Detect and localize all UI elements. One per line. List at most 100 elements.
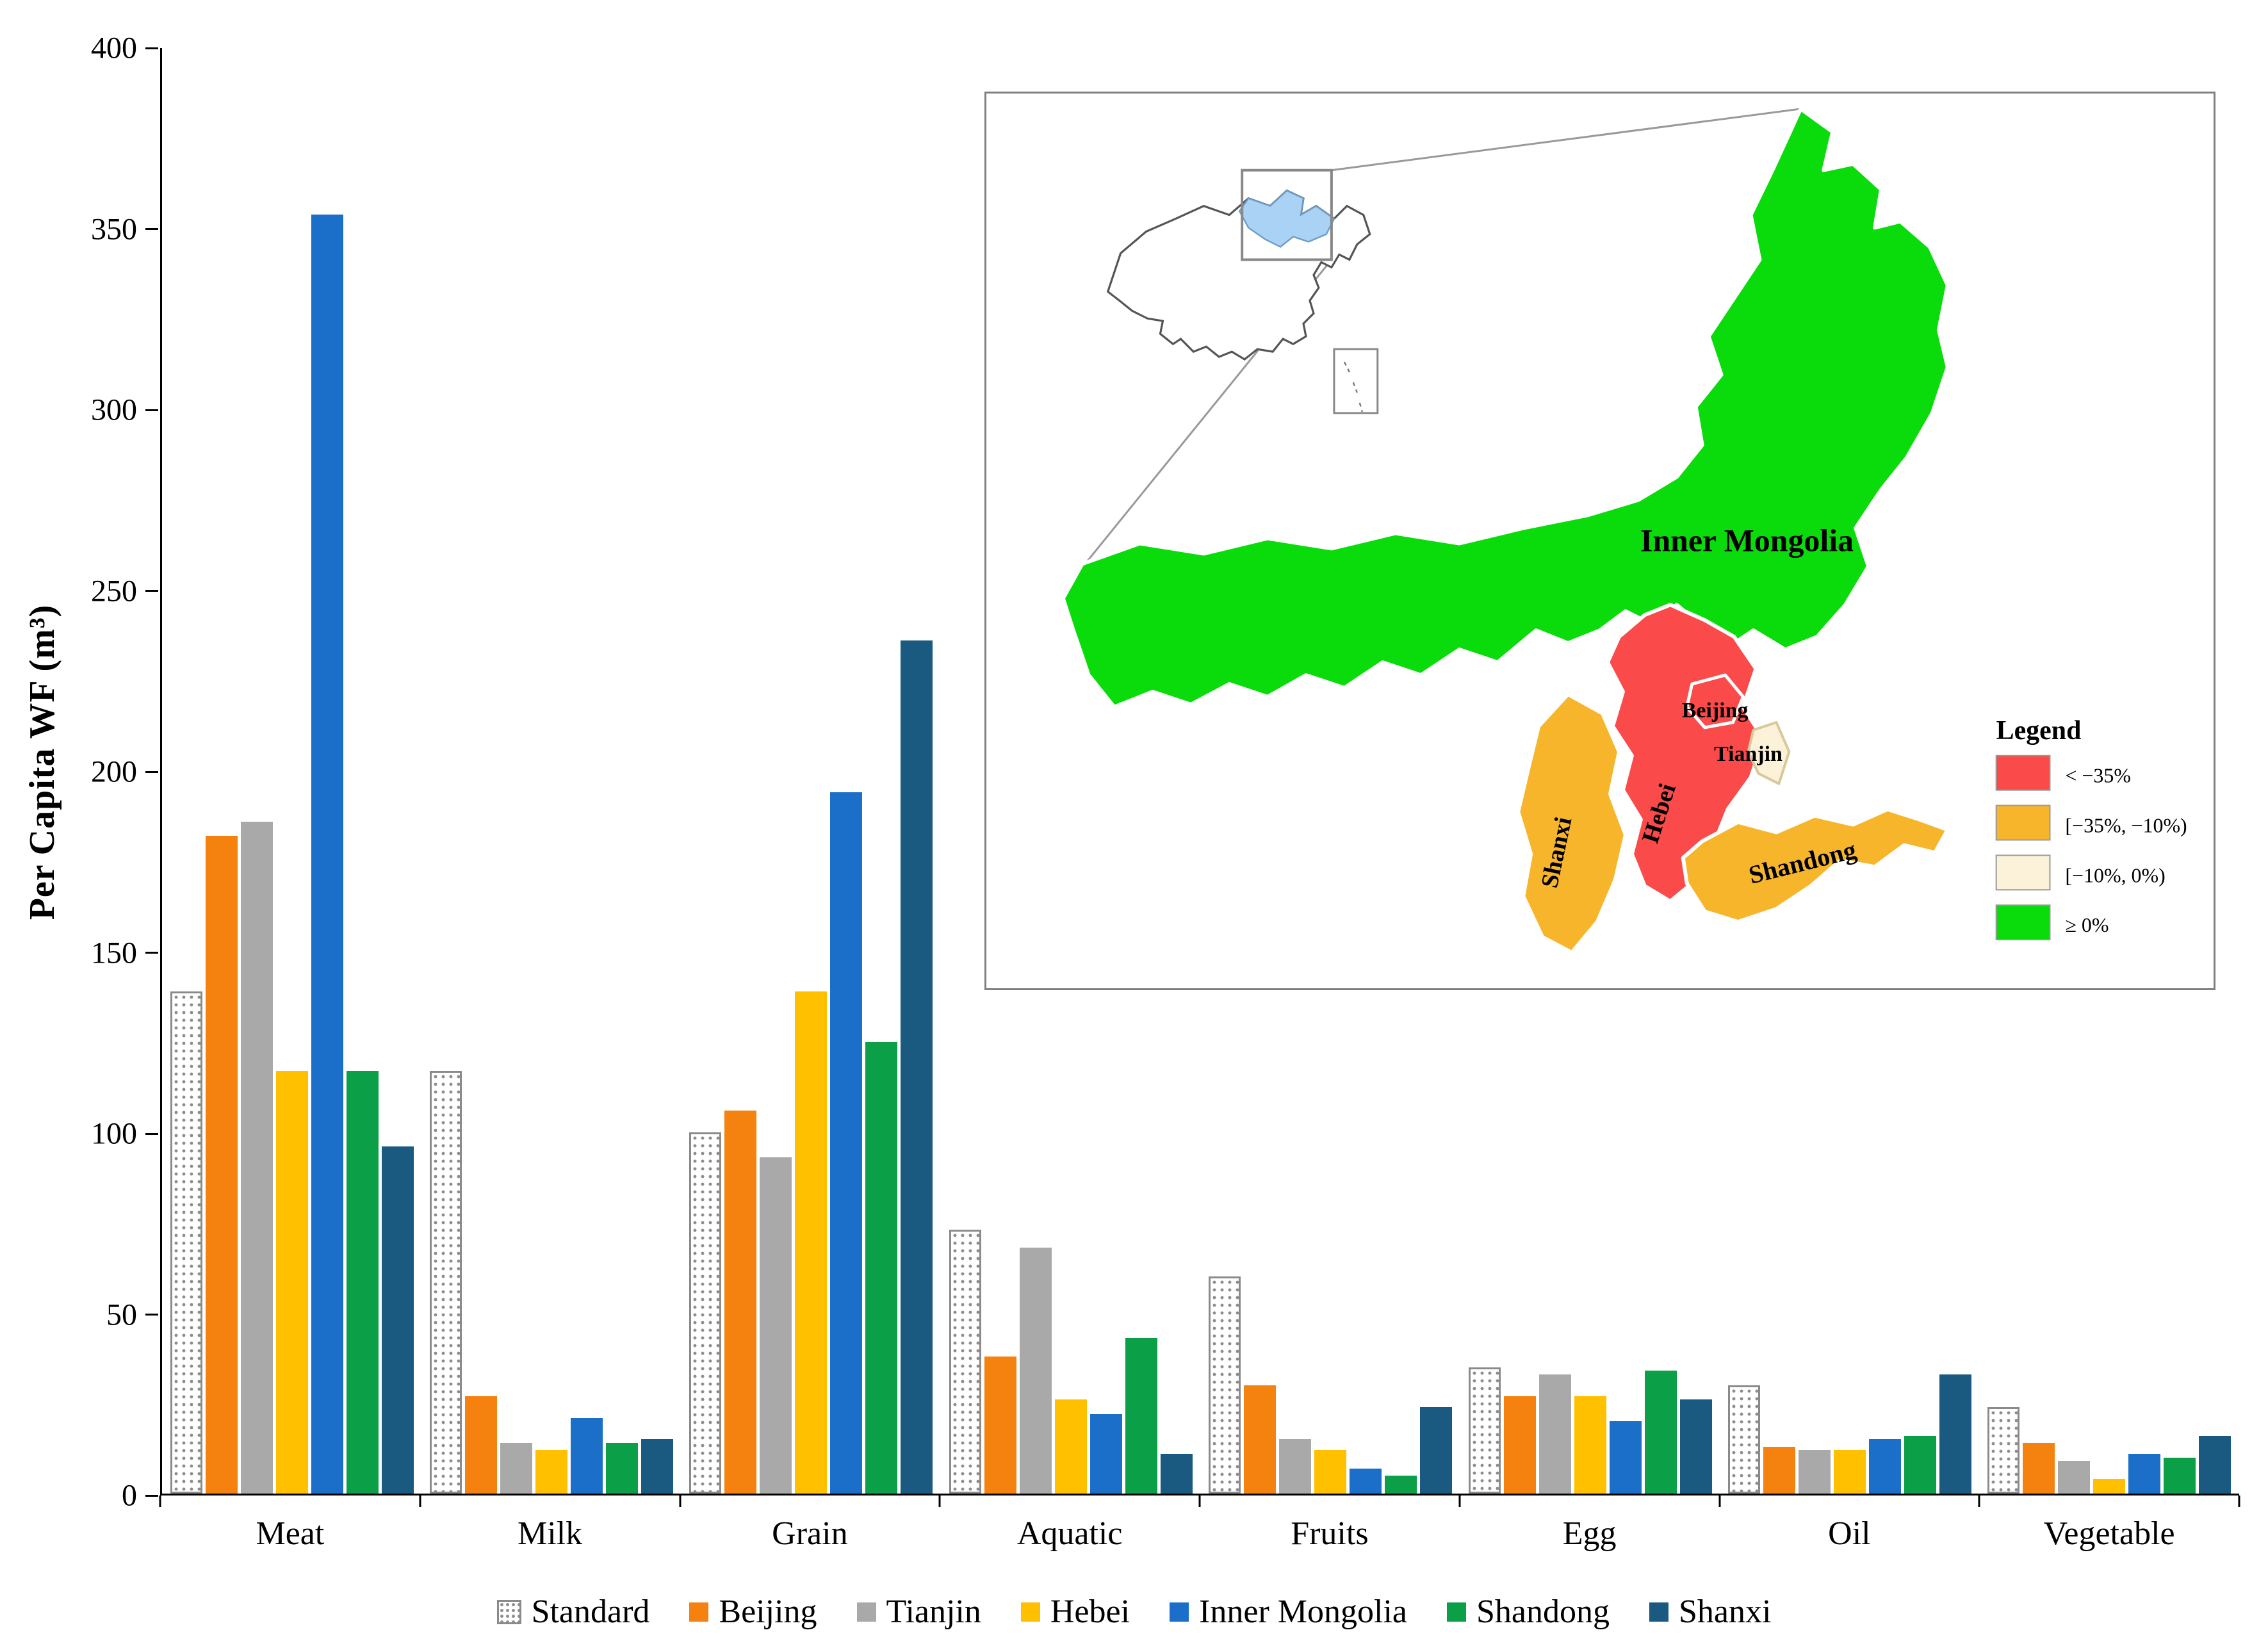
legend-swatch-standard — [496, 1599, 521, 1624]
bar-inner-mongolia-grain — [830, 792, 863, 1494]
bar-shanxi-oil — [1939, 1374, 1971, 1494]
y-tick-mark — [145, 1314, 158, 1316]
bar-tianjin-egg — [1538, 1374, 1571, 1494]
legend-swatch-shanxi — [1649, 1602, 1668, 1622]
bar-shanxi-vegetable — [2199, 1435, 2231, 1494]
legend-label-tianjin: Tianjin — [886, 1593, 981, 1630]
bar-beijing-grain — [724, 1110, 757, 1494]
y-tick-label: 0 — [122, 1478, 137, 1513]
region-tianjin — [1747, 721, 1791, 785]
bar-shandong-milk — [606, 1443, 639, 1494]
map-label-tianjin: Tianjin — [1714, 742, 1783, 766]
map-inset: Inner Mongolia Beijing Tianjin Shanxi He… — [984, 92, 2215, 990]
map-label-beijing: Beijing — [1682, 699, 1749, 722]
bar-shandong-meat — [346, 1070, 379, 1494]
region-beijing — [1685, 673, 1745, 729]
category-label-milk: Milk — [518, 1515, 583, 1552]
map-legend-swatch-increase — [1995, 904, 2051, 941]
bar-shandong-fruits — [1385, 1475, 1417, 1494]
bar-group-meat — [162, 48, 421, 1494]
y-axis-title: Per Capita WF (m³) — [22, 604, 62, 920]
x-tick — [1718, 1495, 1720, 1507]
y-tick-mark — [145, 952, 158, 954]
bar-standard-milk — [430, 1070, 462, 1494]
south-china-sea-box — [1333, 348, 1379, 414]
y-tick-label: 50 — [106, 1298, 137, 1332]
study-area-highlight — [1238, 190, 1335, 248]
x-tick — [419, 1495, 421, 1507]
bar-shanxi-aquatic — [1160, 1453, 1193, 1494]
x-tick — [1978, 1495, 1980, 1507]
map-legend: Legend < −35% [−35%, −10%) [−10%, 0%) ≥ … — [1995, 716, 2187, 941]
bar-hebei-egg — [1574, 1396, 1606, 1494]
bar-group-egg — [1460, 48, 1720, 1494]
legend-item-shanxi: Shanxi — [1649, 1593, 1771, 1631]
category-label-grain: Grain — [772, 1515, 848, 1552]
bar-hebei-vegetable — [2093, 1479, 2126, 1494]
bar-tianjin-oil — [1798, 1450, 1831, 1494]
bar-beijing-oil — [1763, 1446, 1795, 1494]
legend-swatch-hebei — [1020, 1602, 1040, 1622]
y-tick-mark — [145, 1494, 158, 1497]
category-label-vegetable: Vegetable — [2043, 1515, 2175, 1552]
legend-label-beijing: Beijing — [719, 1593, 817, 1630]
x-tick — [1458, 1495, 1461, 1507]
y-tick-mark — [145, 47, 158, 49]
category-label-meat: Meat — [256, 1515, 325, 1552]
y-tick-mark — [145, 409, 158, 411]
bar-inner-mongolia-oil — [1868, 1439, 1901, 1494]
category-label-aquatic: Aquatic — [1016, 1515, 1123, 1552]
x-tick — [1198, 1495, 1201, 1507]
bar-tianjin-meat — [240, 821, 273, 1494]
south-china-sea-dashes — [1343, 361, 1363, 412]
bar-hebei-fruits — [1314, 1450, 1347, 1494]
bar-inner-mongolia-fruits — [1350, 1468, 1382, 1494]
bar-standard-vegetable — [1987, 1406, 2020, 1494]
bar-group-oil — [1720, 48, 1979, 1494]
x-tick — [938, 1495, 941, 1507]
bar-hebei-meat — [275, 1070, 308, 1494]
bar-shandong-egg — [1644, 1371, 1677, 1494]
bar-tianjin-vegetable — [2058, 1461, 2091, 1494]
bar-shandong-aquatic — [1125, 1338, 1157, 1494]
zoom-rect — [1241, 168, 1333, 261]
legend-label-hebei: Hebei — [1050, 1593, 1130, 1630]
y-tick-label: 200 — [91, 754, 137, 789]
legend-item-shandong: Shandong — [1446, 1593, 1610, 1631]
map-legend-title: Legend — [1996, 716, 2082, 746]
bar-tianjin-grain — [760, 1157, 792, 1494]
bar-hebei-milk — [535, 1450, 568, 1494]
bar-shanxi-meat — [381, 1146, 414, 1494]
bar-shanxi-fruits — [1420, 1406, 1453, 1494]
bar-inner-mongolia-milk — [571, 1417, 603, 1494]
bar-group-grain — [681, 48, 941, 1494]
bar-inner-mongolia-egg — [1609, 1421, 1642, 1494]
bar-group-vegetable — [1980, 48, 2239, 1494]
legend-label-shanxi: Shanxi — [1678, 1593, 1772, 1630]
bar-beijing-aquatic — [984, 1356, 1016, 1494]
y-tick-label: 150 — [91, 936, 137, 970]
bar-hebei-oil — [1833, 1450, 1866, 1494]
y-tick-mark — [145, 1132, 158, 1135]
legend-swatch-tianjin — [856, 1602, 876, 1622]
bar-group-milk — [421, 48, 681, 1494]
bar-tianjin-fruits — [1279, 1439, 1312, 1494]
x-axis-labels: Meat Milk Grain Aquatic Fruits Egg Oil Vegetabl… — [160, 1515, 2239, 1552]
map-label-inner-mongolia: Inner Mongolia — [1640, 523, 1854, 558]
bar-hebei-grain — [795, 991, 828, 1494]
y-tick-label: 100 — [91, 1116, 137, 1151]
region-inner-mongolia — [1061, 106, 1950, 709]
map-legend-label-moderate: [−35%, −10%) — [2065, 815, 2187, 837]
legend-item-beijing: Beijing — [689, 1593, 817, 1631]
map-legend-swatch-slight — [1995, 854, 2051, 891]
category-label-fruits: Fruits — [1291, 1515, 1369, 1552]
legend-label-shandong: Shandong — [1476, 1593, 1610, 1630]
category-label-egg: Egg — [1562, 1515, 1617, 1552]
bar-inner-mongolia-aquatic — [1089, 1414, 1122, 1494]
legend-swatch-beijing — [689, 1602, 709, 1622]
y-tick-label: 250 — [91, 574, 137, 608]
legend-item-tianjin: Tianjin — [856, 1593, 981, 1631]
bar-shandong-vegetable — [2164, 1457, 2196, 1494]
legend-swatch-inner-mongolia — [1170, 1602, 1189, 1622]
map-legend-label-increase: ≥ 0% — [2065, 914, 2109, 936]
